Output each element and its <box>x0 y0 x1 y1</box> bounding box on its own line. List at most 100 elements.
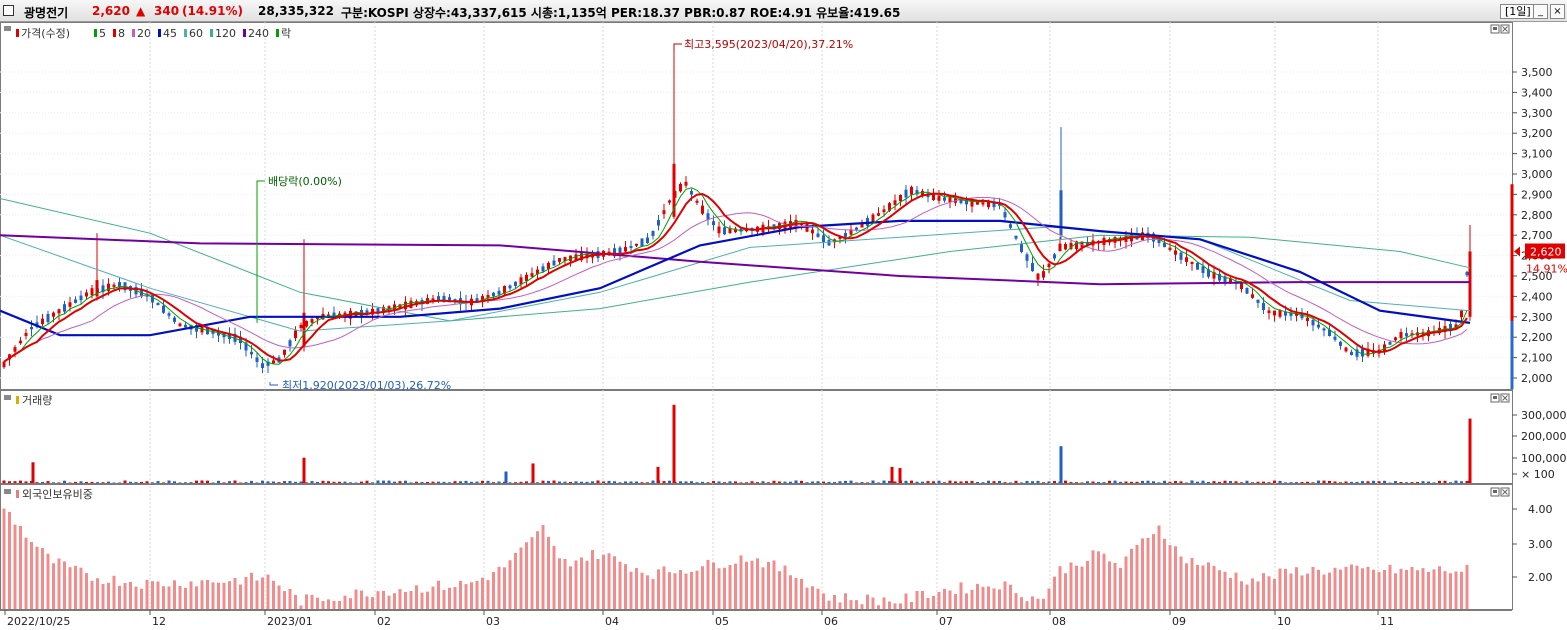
candle <box>1190 261 1194 265</box>
volume-bar <box>656 466 660 483</box>
volume-bar <box>871 480 875 483</box>
volume-bar <box>1278 480 1282 483</box>
close-button[interactable]: × <box>1550 4 1565 19</box>
select-checkbox[interactable] <box>3 5 14 16</box>
foreign-bar <box>1031 596 1034 609</box>
volume-bar <box>943 482 946 483</box>
price-tag-box <box>1525 243 1565 259</box>
volume-bar <box>1059 446 1063 483</box>
candle <box>855 227 858 231</box>
volume-bar <box>261 480 264 483</box>
volume-bar <box>448 482 451 483</box>
candle <box>302 312 306 348</box>
candle <box>1245 287 1249 294</box>
volume-bar <box>745 482 748 483</box>
price-panel[interactable] <box>0 22 1513 390</box>
volume-bar <box>890 466 894 483</box>
volume-panel[interactable] <box>0 390 1513 484</box>
volume-bar <box>162 482 165 483</box>
foreign-bar <box>712 562 715 609</box>
candle <box>613 248 616 257</box>
volume-panel-restore-icon[interactable] <box>1490 393 1500 403</box>
foreign-bar <box>673 573 677 609</box>
candle <box>904 189 908 198</box>
candle <box>46 313 50 323</box>
candle <box>998 203 1001 206</box>
volume-bar <box>1339 482 1342 483</box>
price-panel-close-icon[interactable] <box>1500 24 1510 34</box>
foreign-bar <box>987 586 990 609</box>
foreign-panel-restore-icon[interactable] <box>1490 487 1500 497</box>
volume-bar <box>629 481 633 483</box>
candle <box>1311 320 1315 326</box>
volume-bar <box>1289 482 1293 483</box>
minimize-button[interactable]: _ <box>1533 4 1548 19</box>
candle <box>481 296 484 301</box>
volume-bar <box>574 481 578 483</box>
foreign-bar <box>607 553 611 609</box>
foreign-bar <box>811 586 814 609</box>
foreign-bar <box>409 591 413 609</box>
candle <box>1295 313 1298 316</box>
foreign-panel-close-icon[interactable] <box>1500 487 1510 497</box>
volume-bar <box>250 480 253 483</box>
chart-area[interactable]: 가격(수정) 5 8 20 45 60 120 240 락 거래량 외국인보유비중 최고3,59… <box>0 22 1567 630</box>
ma-5-line <box>3 187 1468 365</box>
volume-panel-menu-icon[interactable] <box>4 395 11 400</box>
foreign-bar <box>547 536 550 609</box>
candle <box>635 243 638 246</box>
volume-bar <box>618 482 622 483</box>
foreign-bar <box>129 581 132 609</box>
volume-bar <box>1091 481 1095 483</box>
candle <box>74 299 77 303</box>
candle <box>1256 299 1260 303</box>
candle <box>723 227 726 235</box>
candle <box>1218 273 1221 281</box>
volume-bar <box>1317 480 1320 483</box>
foreign-bar <box>393 593 396 609</box>
foreign-bar <box>1185 563 1188 609</box>
price-axis-tick: 3,100 <box>1521 148 1553 161</box>
foreign-bar <box>244 577 248 609</box>
candle <box>24 332 28 336</box>
foreign-panel-menu-icon[interactable] <box>4 489 11 494</box>
candle <box>552 260 556 266</box>
candle <box>563 257 567 261</box>
price-panel-menu-icon[interactable] <box>4 26 11 31</box>
foreign-bar <box>140 588 143 609</box>
volume-bar <box>1113 480 1117 483</box>
price-panel-restore-icon[interactable] <box>1490 24 1500 34</box>
volume-bar <box>1069 482 1073 483</box>
volume-panel-close-icon[interactable] <box>1500 393 1510 403</box>
volume-bar <box>679 481 682 483</box>
volume-bar <box>145 481 149 483</box>
period-selector[interactable]: [1일] <box>1500 4 1536 19</box>
candle <box>217 331 220 336</box>
stock-info: 구분:KOSPI 상장수:43,337,615 시총:1,135억 PER:18… <box>341 6 901 20</box>
volume-bar <box>672 404 676 483</box>
legend-swatch <box>158 29 161 37</box>
volume-bar <box>475 481 479 483</box>
foreign-bar <box>360 590 363 609</box>
volume-bar <box>805 482 809 483</box>
candle <box>530 273 534 277</box>
candle <box>1163 242 1166 248</box>
volume-bar <box>552 480 556 483</box>
volume-bar <box>1454 480 1458 483</box>
volume-bar <box>640 482 644 483</box>
foreign-bar <box>1284 568 1287 609</box>
volume-bar <box>1300 482 1304 483</box>
foreign-bar <box>585 560 589 609</box>
indicator-legend[interactable]: 가격(수정) 5 8 20 45 60 120 240 락 <box>16 27 291 40</box>
volume-bar <box>580 481 583 483</box>
volume-bar <box>998 480 1001 483</box>
foreign-bar <box>239 584 242 609</box>
volume-bar <box>1130 481 1133 483</box>
foreign-bar <box>965 593 968 609</box>
foreign-bar <box>1416 570 1419 609</box>
volume-bar <box>173 481 176 483</box>
foreign-bar <box>338 601 341 609</box>
candle <box>668 200 671 203</box>
foreign-bar <box>1295 567 1298 609</box>
candle <box>871 214 875 222</box>
